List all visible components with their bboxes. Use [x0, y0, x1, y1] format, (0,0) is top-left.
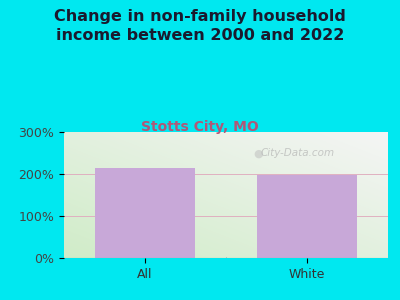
Text: Change in non-family household
income between 2000 and 2022: Change in non-family household income be…	[54, 9, 346, 43]
Text: City-Data.com: City-Data.com	[260, 148, 334, 158]
Text: ●: ●	[254, 148, 263, 158]
Bar	[257, 175, 357, 258]
Bar	[95, 168, 195, 258]
Text: Stotts City, MO: Stotts City, MO	[141, 120, 259, 134]
